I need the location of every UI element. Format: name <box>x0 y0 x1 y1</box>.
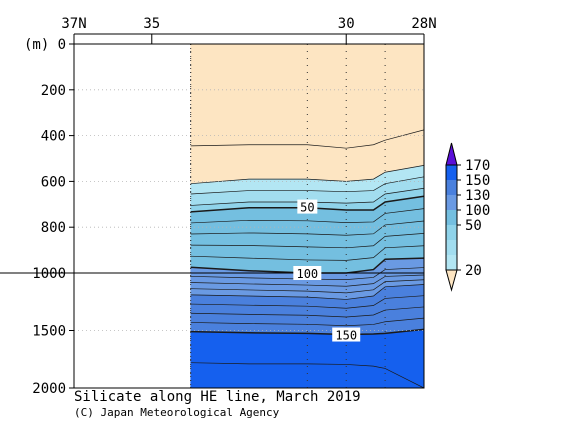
y-tick-label: 400 <box>41 129 66 145</box>
contour-label-bg <box>332 327 361 342</box>
contour-line-shallow <box>190 129 425 149</box>
colorbar-segment <box>446 165 457 180</box>
colorbar-max-arrow <box>445 142 458 166</box>
y-tick-label: 200 <box>41 83 66 99</box>
y-tick-label: 600 <box>41 174 66 190</box>
station-markers <box>190 44 386 388</box>
y-tick-label: 0 <box>58 37 66 53</box>
colorbar-label-20: 20 <box>465 263 482 279</box>
y-tick-label: 800 <box>41 220 66 236</box>
colorbar-segment <box>446 195 457 210</box>
x-tick-label: 28N <box>411 16 436 32</box>
colorbar-label-100: 100 <box>465 203 490 219</box>
contour-bands <box>190 43 425 389</box>
colorbar-segment <box>446 225 457 240</box>
y-tick-label: 1000 <box>32 266 66 282</box>
contour-line-deep <box>190 362 425 389</box>
y-tick-label: 1500 <box>32 324 66 340</box>
contour-label-bg <box>293 266 322 280</box>
contour-line-interp <box>190 267 425 280</box>
contour-line-130-150 <box>190 284 425 300</box>
colorbar-segment <box>446 255 457 270</box>
contour-label-150: 150 <box>335 329 357 343</box>
axes: 37N 35 30 28N 0 200 400 600 800 1000 1500 2000 (m) <box>24 16 437 397</box>
contour-line-interp <box>190 220 425 236</box>
contour-label-100: 100 <box>296 267 318 281</box>
colorbar-label-170: 170 <box>465 158 490 174</box>
contour-line-interp <box>190 274 425 287</box>
contour-labels: 50 100 150 <box>293 199 361 343</box>
contour-label-bg <box>297 199 318 214</box>
x-tick-label: 35 <box>143 16 160 32</box>
plot-frame <box>73 43 425 389</box>
chart-credit: (C) Japan Meteorological Agency <box>74 406 280 419</box>
colorbar-label-50: 50 <box>465 218 482 234</box>
y-tick-label: 2000 <box>32 381 66 397</box>
colorbar-segment <box>446 240 457 255</box>
contour-line-interp <box>190 295 425 309</box>
x-tick-label: 30 <box>338 16 355 32</box>
contour-line-50-100 <box>190 195 425 213</box>
chart-title: Silicate along HE line, March 2019 <box>74 389 361 405</box>
colorbar-label-150: 150 <box>465 173 490 189</box>
contour-line-interp <box>190 317 425 327</box>
contour-line-interp <box>190 208 425 224</box>
contour-line-40-50 <box>190 187 425 206</box>
colorbar-frame <box>445 164 458 271</box>
x-tick-label: 37N <box>61 16 86 32</box>
contour-label-50: 50 <box>300 201 314 215</box>
colorbar-segment <box>446 210 457 225</box>
colorbar-min-arrow <box>445 269 458 292</box>
contour-line-interp <box>190 279 425 294</box>
colorbar-label-130: 130 <box>465 188 490 204</box>
plot-frame-rect <box>73 43 425 389</box>
y-unit-label: (m) <box>24 37 49 53</box>
colorbar-segment <box>446 180 457 195</box>
band-<20 <box>190 43 425 185</box>
